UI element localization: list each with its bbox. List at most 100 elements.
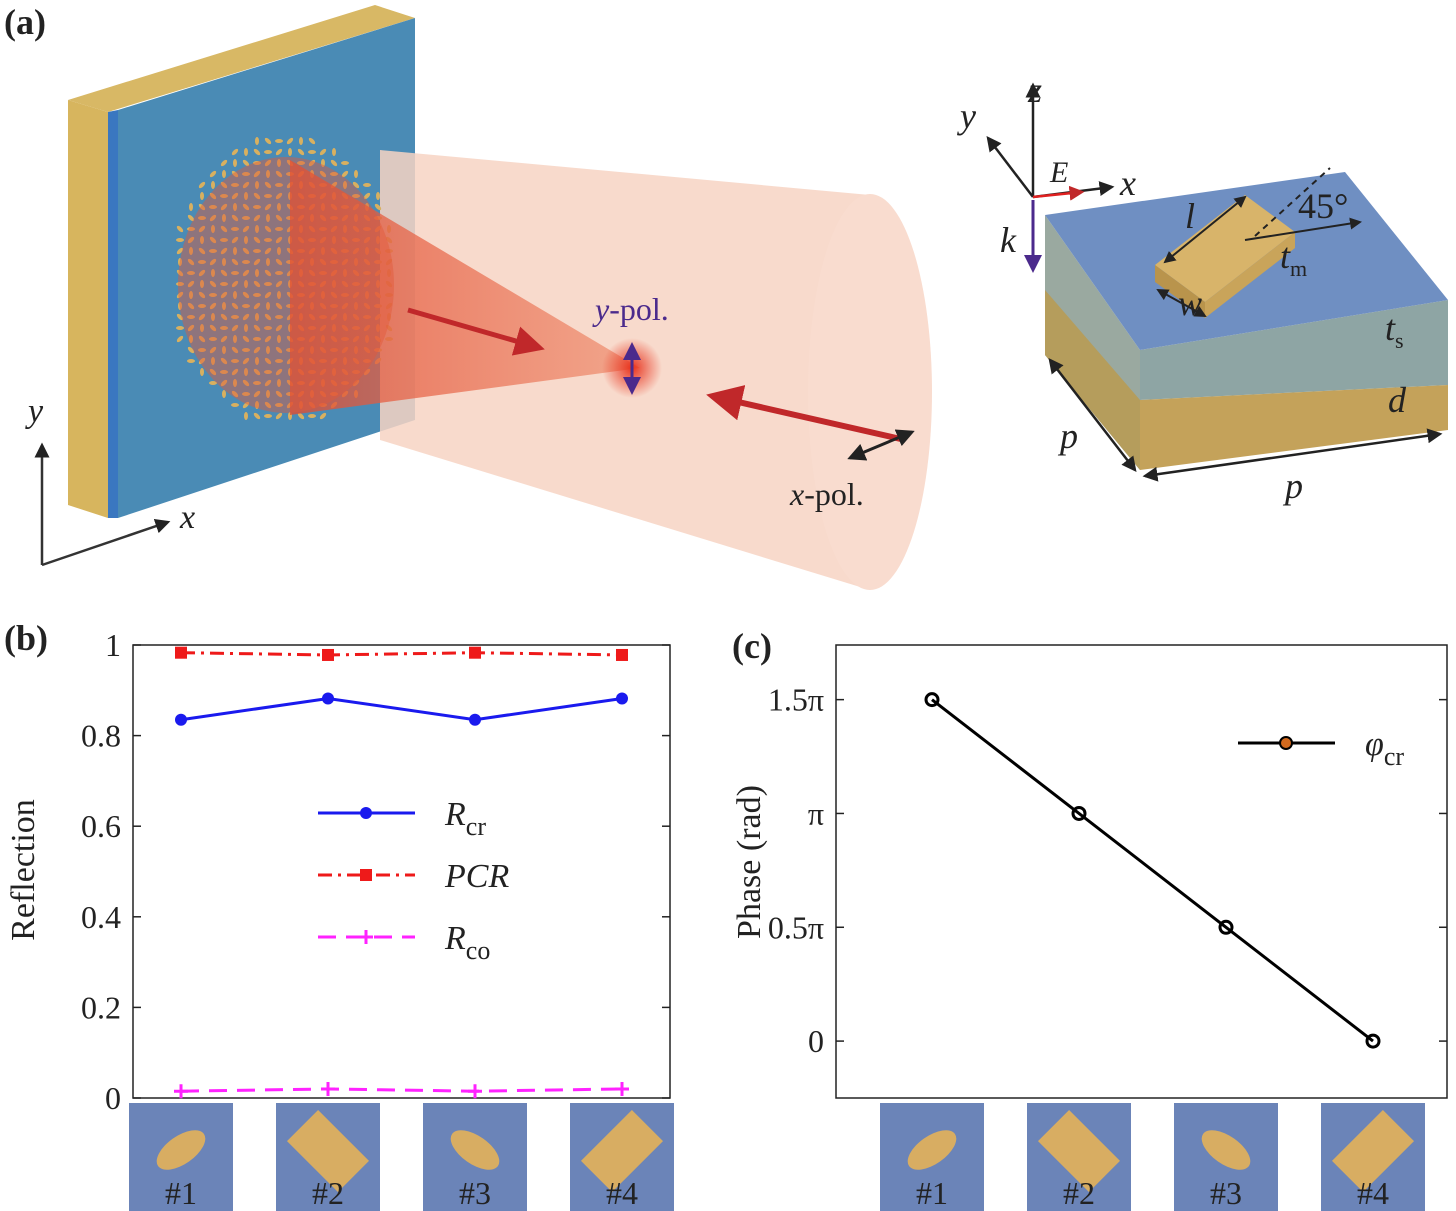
- meta-atom: [266, 214, 270, 222]
- meta-atom: [211, 225, 215, 233]
- meta-atom: [242, 247, 250, 255]
- meta-atom: [220, 238, 228, 242]
- chart: (b) Reflection 0 0.2 0.4 0.6 0.8 1 #1 #2 #3 #4 Rcr PC…: [4, 618, 674, 1211]
- meta-atom: [275, 368, 283, 376]
- meta-atom: [264, 225, 272, 233]
- meta-atom: [255, 137, 259, 145]
- meta-atom: [253, 161, 261, 165]
- meta-atom: [255, 181, 259, 189]
- meta-atom: [253, 324, 261, 332]
- meta-atom: [242, 357, 250, 365]
- meta-atom: [264, 269, 272, 277]
- x-tick-label: #3: [459, 1175, 491, 1211]
- marker: [1071, 805, 1087, 821]
- meta-atom: [220, 335, 228, 343]
- meta-atom: [275, 412, 283, 420]
- meta-atom: [176, 225, 184, 233]
- meta-atom: [242, 335, 250, 343]
- icon-rod: [1201, 1130, 1251, 1170]
- arrow-reflected: [407, 307, 545, 356]
- marker: [469, 646, 481, 659]
- meta-atom: [209, 170, 217, 178]
- rod-axis: [1254, 167, 1331, 237]
- meta-atom: [277, 335, 281, 343]
- meta-atom: [244, 148, 248, 156]
- axis-label: x: [179, 499, 195, 536]
- panel-label: (a): [4, 2, 46, 42]
- meta-atom: [253, 390, 261, 398]
- meta-atom: [242, 304, 250, 308]
- meta-atom: [231, 236, 239, 244]
- legend-name: φ: [1365, 726, 1384, 763]
- legend-label: PCR: [444, 858, 509, 895]
- marker: [924, 692, 940, 708]
- meta-atom: [209, 236, 217, 244]
- meta-atom: [275, 280, 283, 288]
- plot-frame: [835, 644, 1448, 1099]
- icon-rod: [907, 1130, 957, 1170]
- meta-atom: [253, 205, 261, 209]
- meta-atom: [231, 368, 239, 376]
- meta-atom: [200, 368, 204, 376]
- blue-edge: [108, 110, 118, 518]
- legend-subscript: cr: [1384, 742, 1405, 771]
- category-icon: #1: [129, 1103, 233, 1211]
- meta-atom: [233, 335, 237, 343]
- axis-label: y: [25, 393, 44, 430]
- x-tick-label: #1: [916, 1175, 948, 1211]
- series-line: [180, 696, 623, 722]
- meta-atom: [275, 324, 283, 332]
- meta-atom: [264, 203, 272, 211]
- y-tick-label: 1.5π: [768, 682, 824, 718]
- meta-atom: [198, 203, 206, 211]
- axis-x: [41, 518, 171, 567]
- meta-atom: [209, 302, 217, 310]
- marker: [321, 1081, 335, 1096]
- meta-atom: [264, 159, 272, 167]
- meta-atom: [209, 249, 217, 253]
- meta-atom: [264, 370, 272, 374]
- meta-atom: [233, 379, 237, 387]
- label: E: [1049, 156, 1068, 189]
- meta-atom: [198, 313, 206, 321]
- dim-p: [1142, 428, 1443, 482]
- marker: [175, 713, 187, 726]
- meta-atom: [244, 368, 248, 376]
- chart: (c) Phase (rad) 0 0.5π π 1.5π #1 #2 #3 #4 φcr: [731, 626, 1448, 1211]
- meta-atom: [200, 280, 204, 288]
- marker: [616, 648, 628, 661]
- meta-atom: [242, 203, 250, 211]
- meta-atom: [244, 236, 248, 244]
- meta-atom: [275, 359, 283, 363]
- meta-atom: [220, 379, 228, 387]
- label: tm: [1280, 236, 1307, 281]
- meta-atom: [242, 379, 250, 387]
- meta-atom: [242, 260, 250, 264]
- icon-rod: [580, 1109, 664, 1193]
- label: d: [1388, 380, 1407, 420]
- meta-atom: [264, 357, 272, 365]
- dim-p: [1048, 358, 1137, 472]
- y-pol-label: y-pol.: [592, 291, 669, 327]
- label: w: [1178, 283, 1202, 323]
- meta-atom: [275, 236, 283, 244]
- meta-atom: [332, 148, 336, 156]
- meta-atom: [187, 236, 195, 244]
- meta-atom: [198, 216, 206, 220]
- meta-atom: [264, 194, 272, 198]
- meta-atom: [255, 313, 259, 321]
- meta-atom: [253, 236, 261, 244]
- x-tick-label: #4: [606, 1175, 638, 1211]
- label: p: [1282, 466, 1303, 506]
- meta-atom: [187, 280, 195, 288]
- panel-a: (a) y-pol. x-pol. y x: [4, 2, 1448, 590]
- legend-label: φcr: [1365, 726, 1404, 771]
- meta-atom: [242, 172, 250, 176]
- meta-atom: [176, 282, 184, 286]
- meta-atom: [363, 183, 371, 187]
- meta-atom: [176, 291, 184, 299]
- legend-label: Rcr: [444, 796, 486, 841]
- meta-atom: [253, 412, 261, 420]
- meta-atom: [242, 225, 250, 233]
- label: ts: [1385, 308, 1404, 353]
